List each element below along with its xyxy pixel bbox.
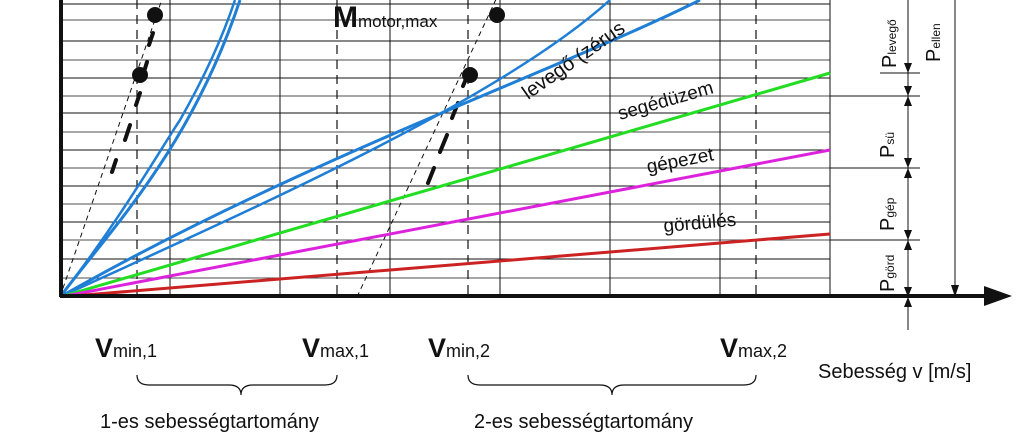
p-gord-label: Pgörd: [877, 255, 899, 292]
range-label-2: 2-es sebességtartomány: [474, 411, 693, 433]
p-ellen-label: Pellen: [923, 23, 945, 62]
vmax2-label: Vmax,2: [720, 333, 787, 363]
range-label-1: 1-es sebességtartomány: [100, 411, 319, 433]
aux-line: [60, 71, 831, 297]
op-point: [132, 67, 148, 83]
p-levego-label: Plevegő: [879, 19, 901, 68]
power-curves: [60, 0, 831, 297]
speed-boundaries: [136, 0, 757, 297]
motor-characteristics: [60, 0, 497, 297]
air-curve-4: [60, 0, 611, 297]
vmin2-label: Vmin,2: [428, 333, 490, 363]
air-curve-3: [60, 0, 701, 297]
label-rolling: gördülés: [663, 210, 737, 237]
op-point: [489, 7, 505, 23]
operating-points: [132, 7, 505, 83]
range-brace-1: [136, 374, 338, 396]
vmax1-label: Vmax,1: [302, 333, 369, 363]
vmin1-label: Vmin,1: [95, 333, 157, 363]
air-curve-2: [60, 0, 237, 297]
dimension-arrowheads: [904, 63, 959, 307]
p-su-label: Psü: [877, 132, 899, 158]
x-axis-label: Sebesség v [m/s]: [818, 361, 971, 383]
motor-max-label: Mmotor,max: [333, 1, 438, 34]
motor-thick-segments: [110, 31, 471, 185]
range-brace-2: [467, 374, 757, 396]
x-axis-arrow: [984, 286, 1012, 306]
grid: [60, 0, 831, 297]
p-gep-label: Pgép: [877, 197, 899, 231]
machinery-line: [60, 148, 831, 297]
axes: [59, 0, 1012, 306]
op-point: [147, 7, 163, 23]
rolling-line: [60, 232, 831, 297]
op-point: [462, 67, 478, 83]
label-aux: segédüzem: [616, 78, 716, 125]
